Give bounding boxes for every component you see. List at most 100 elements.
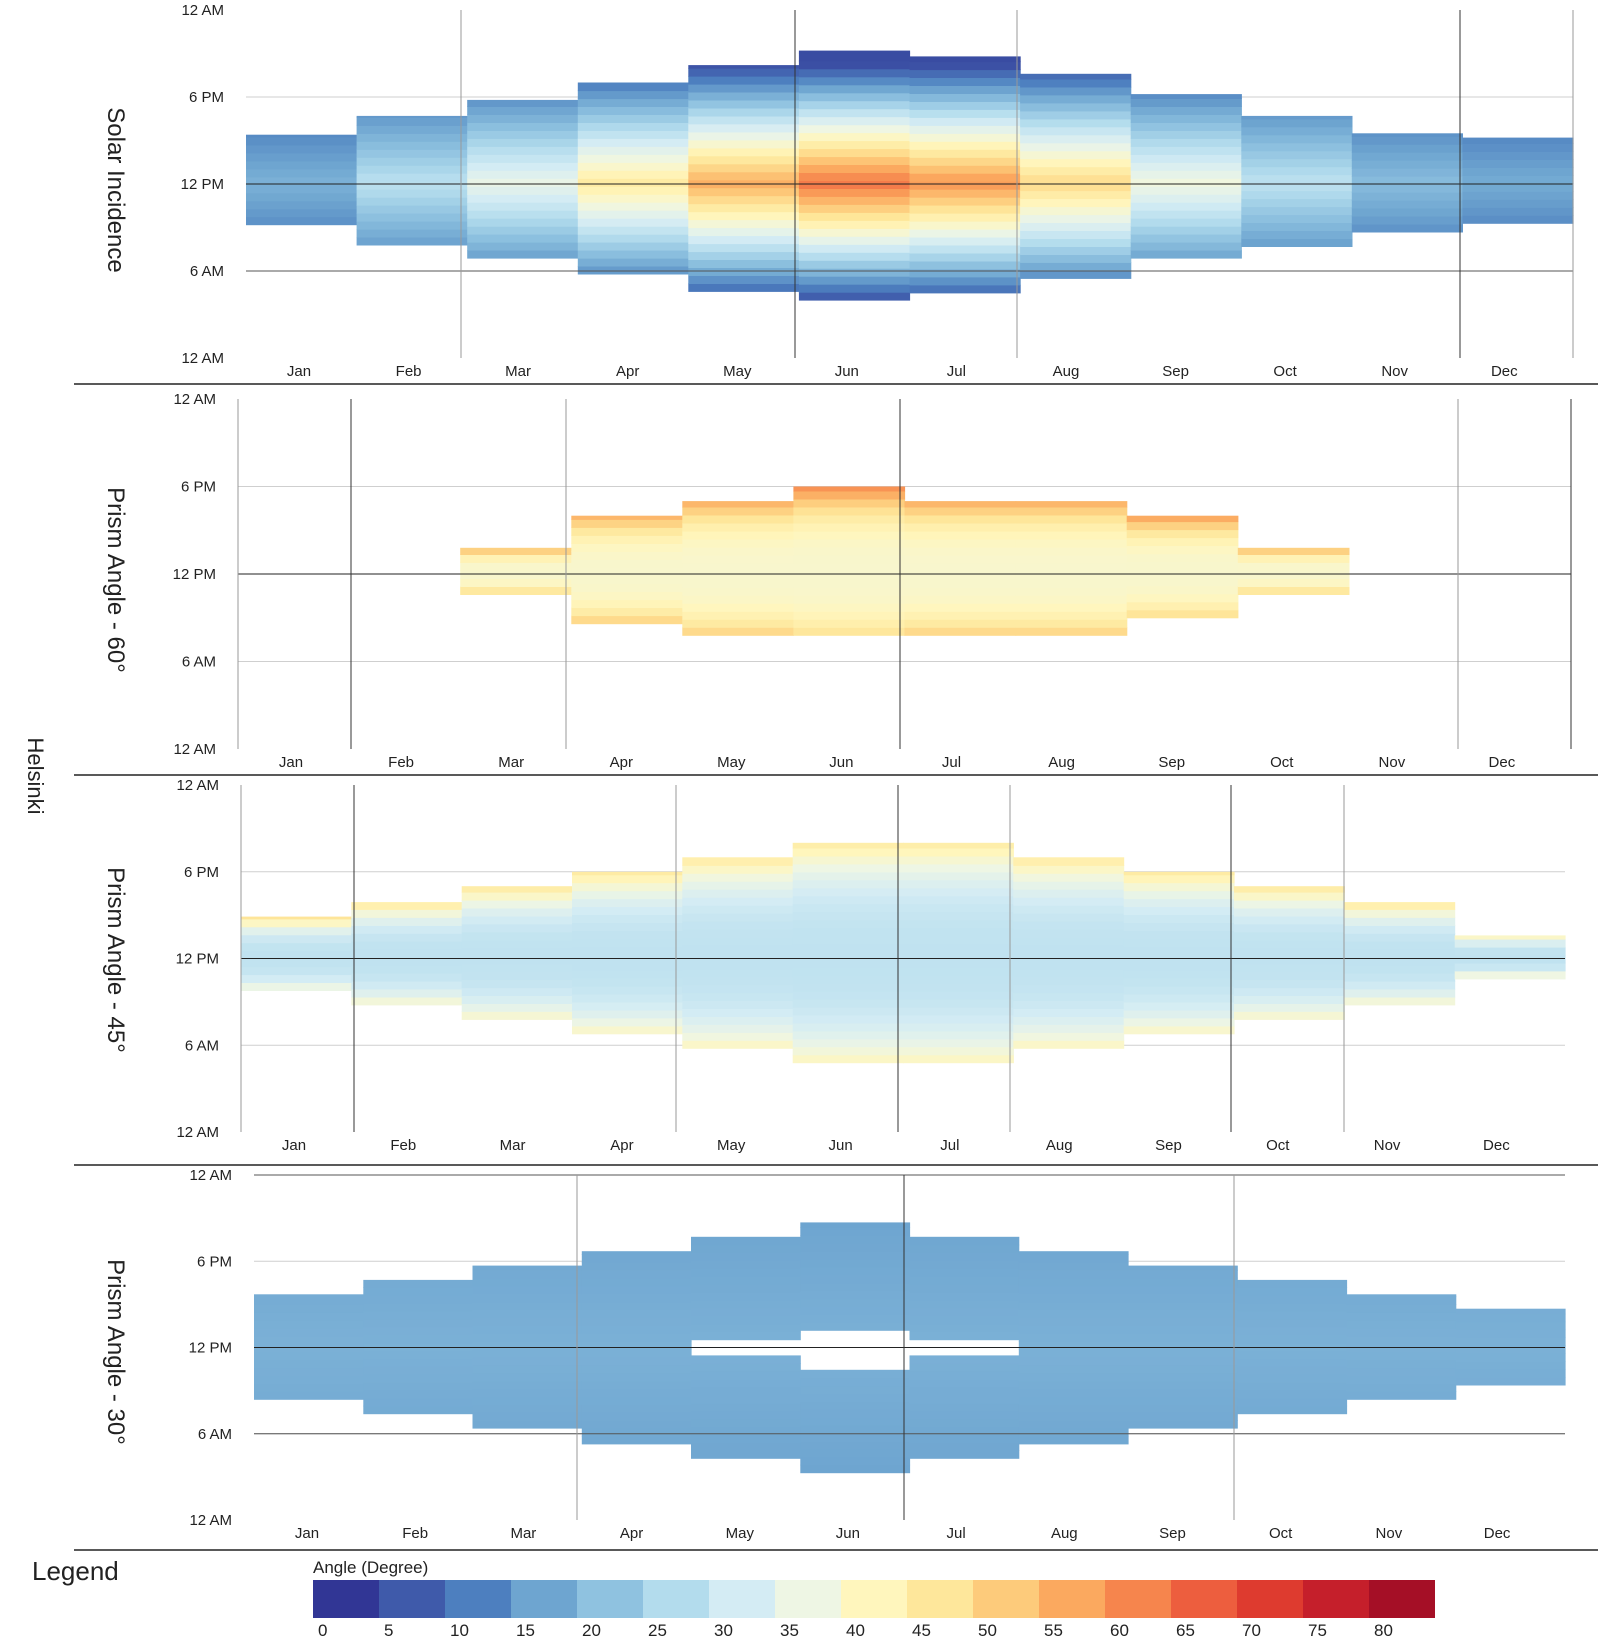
heatmap-cell (1128, 1364, 1238, 1374)
legend-tick-label: 50 (978, 1621, 997, 1640)
heatmap-cell (903, 863, 1014, 873)
heatmap-cell (691, 1394, 801, 1404)
heatmap-cell (903, 983, 1014, 992)
heatmap-cell (581, 1269, 692, 1279)
heatmap-cell (356, 141, 468, 150)
heatmap-cell (1020, 118, 1132, 128)
heatmap-cell (793, 571, 906, 580)
heatmap-cell (1234, 995, 1345, 1004)
heatmap-cell (798, 196, 911, 205)
heatmap-cell (1020, 246, 1132, 255)
heatmap-cell (356, 115, 468, 118)
heatmap-cell (254, 1336, 364, 1345)
legend-title: Legend (32, 1556, 119, 1586)
heatmap-cell (909, 1434, 1020, 1443)
heatmap-cell (1346, 1383, 1457, 1392)
heatmap-cell (467, 186, 579, 195)
heatmap-cell (1130, 162, 1242, 171)
x-tick-label: Jul (947, 363, 966, 380)
heatmap-cell (472, 1309, 583, 1318)
heatmap-cell (1018, 1348, 1129, 1358)
heatmap-cell (1237, 1287, 1348, 1296)
heatmap-cell (581, 1396, 692, 1405)
heatmap-cell (1241, 198, 1353, 208)
heatmap-cell (682, 936, 794, 946)
heatmap-cell (461, 907, 573, 917)
x-tick-label: May (717, 1137, 746, 1154)
heatmap-cell (581, 1285, 692, 1295)
heatmap-cell (903, 855, 1014, 865)
heatmap-cell (1237, 1358, 1348, 1367)
heatmap-cell (577, 226, 689, 235)
x-tick-label: Mar (505, 363, 531, 380)
heatmap-cell (691, 1260, 801, 1269)
heatmap-cell (909, 125, 1021, 134)
heatmap-cell (577, 178, 689, 187)
heatmap-cell (904, 611, 1017, 620)
heatmap-cell (1344, 980, 1456, 990)
heatmap-cell (461, 915, 573, 925)
heatmap-cell (792, 935, 904, 944)
heatmap-cell (691, 1355, 801, 1364)
heatmap-cell (1237, 1310, 1348, 1320)
heatmap-cell (1126, 593, 1239, 603)
heatmap-cell (798, 260, 911, 269)
heatmap-cell (254, 1351, 364, 1361)
heatmap-cell (1237, 1389, 1348, 1399)
heatmap-cell (1128, 1269, 1238, 1279)
heatmap-cell (1234, 923, 1345, 933)
heatmap-cell (472, 1364, 583, 1374)
heatmap-cell (798, 60, 911, 70)
heatmap-cell (1241, 182, 1353, 192)
heatmap-cell (1346, 1304, 1457, 1313)
legend-swatch (379, 1580, 445, 1618)
heatmap-cell (909, 101, 1021, 110)
heatmap-cell (904, 595, 1017, 604)
heatmap-cell (577, 218, 689, 227)
heatmap-cell (691, 1387, 801, 1396)
heatmap-cell (793, 498, 906, 508)
x-tick-label: May (717, 754, 746, 771)
heatmap-cell (682, 571, 794, 580)
heatmap-cell (572, 914, 683, 923)
heatmap-cell (1020, 222, 1132, 231)
heatmap-cell (461, 892, 573, 901)
heatmap-cell (1013, 1000, 1125, 1009)
heatmap-cell (800, 1274, 911, 1284)
x-tick-label: Aug (1053, 363, 1080, 380)
y-tick-label: 12 AM (189, 1167, 232, 1184)
heatmap-cell (800, 1401, 911, 1410)
heatmap-cell (903, 1006, 1014, 1016)
heatmap-cell (682, 555, 794, 564)
legend-swatch (643, 1580, 709, 1618)
heatmap-cell (1128, 1325, 1238, 1334)
heatmap-cell (1018, 1317, 1129, 1326)
heatmap-cell (1015, 603, 1128, 612)
y-tick-label: 6 PM (197, 1253, 232, 1270)
heatmap-cell (909, 1387, 1020, 1396)
heatmap-cell (363, 1374, 474, 1383)
heatmap-cell (682, 992, 794, 1002)
heatmap-cell (1015, 611, 1128, 620)
heatmap-cell (1018, 1396, 1129, 1405)
legend-tick-label: 70 (1242, 1621, 1261, 1640)
heatmap-cell (577, 98, 689, 107)
heatmap-cell (1234, 899, 1345, 909)
y-tick-label: 12 PM (181, 176, 224, 193)
heatmap-cell (577, 234, 689, 243)
heatmap-cell (691, 1323, 801, 1333)
heatmap-cell (356, 165, 468, 174)
heatmap-cell (467, 178, 579, 187)
heatmap-cell (691, 1268, 801, 1277)
heatmap-cell (909, 1300, 1020, 1309)
heatmap-cell (691, 1402, 801, 1412)
heatmap-cell (581, 1404, 692, 1413)
heatmap-cell (792, 1038, 904, 1048)
heatmap-cell (800, 1464, 911, 1474)
heatmap-cell (472, 1396, 583, 1405)
heatmap-cell (1346, 1312, 1457, 1321)
heatmap-cell (356, 125, 468, 134)
legend-swatch (973, 1580, 1039, 1618)
heatmap-cell (1454, 962, 1566, 972)
